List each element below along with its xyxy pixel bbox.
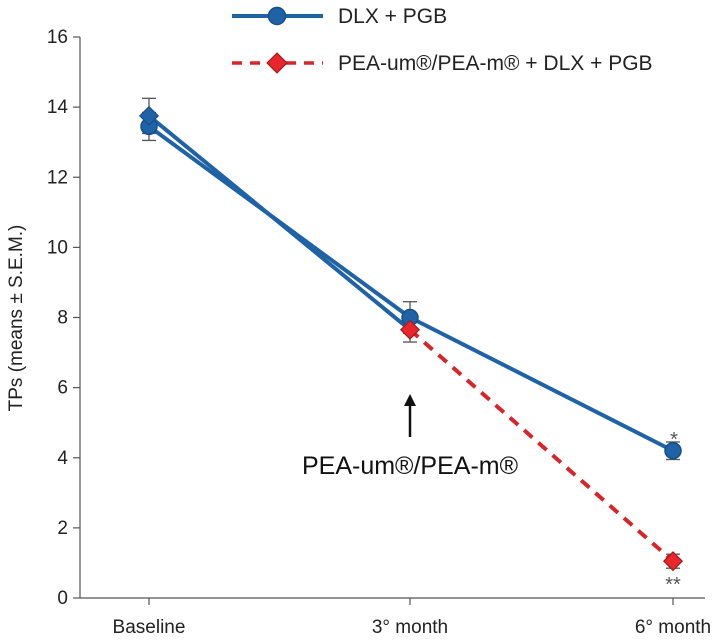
y-axis-title: TPs (means ± S.E.M.)	[6, 225, 27, 412]
x-tick-label: 3° month	[372, 617, 448, 638]
y-tick-label: 4	[57, 448, 68, 469]
data-point-dlx-pgb	[664, 441, 682, 460]
legend: DLX + PGB PEA-um®/PEA-m® + DLX + PGB	[232, 5, 653, 75]
intervention-label: PEA-um®/PEA-m®	[302, 452, 519, 480]
x-tick-label: Baseline	[113, 617, 186, 638]
series-layer	[138, 97, 684, 572]
y-tick-label: 10	[47, 237, 68, 258]
significance-single-star: *	[670, 429, 678, 451]
arrow-head-icon	[404, 394, 416, 406]
y-tick-label: 14	[47, 97, 69, 118]
legend-label-dlx-pgb: DLX + PGB	[338, 5, 447, 28]
x-tick-label: 6° month	[635, 617, 711, 638]
series-line-pea-segment-1	[147, 113, 412, 332]
y-tick-label: 2	[57, 518, 68, 539]
legend-marker-circle-icon	[267, 6, 287, 26]
y-tick-label: 0	[57, 588, 68, 609]
significance-double-star: **	[665, 574, 681, 596]
y-axis: 0 2 4 6 8 10 12 14 16	[47, 27, 81, 609]
y-tick-label: 16	[47, 27, 68, 48]
legend-marker-diamond-icon	[266, 52, 288, 74]
legend-label-pea-dlx-pgb: PEA-um®/PEA-m® + DLX + PGB	[338, 52, 653, 75]
data-point-pea-dlx-pgb	[399, 319, 421, 340]
series-line-pea-segment-2	[408, 328, 675, 563]
data-point-pea-dlx-pgb	[138, 105, 160, 126]
x-axis: Baseline 3° month 6° month	[80, 597, 711, 638]
y-tick-label: 8	[57, 308, 68, 329]
y-tick-label: 6	[57, 378, 68, 399]
intervention-annotation: PEA-um®/PEA-m®	[302, 394, 519, 480]
data-point-pea-dlx-pgb	[662, 551, 684, 572]
y-tick-label: 12	[47, 167, 68, 188]
